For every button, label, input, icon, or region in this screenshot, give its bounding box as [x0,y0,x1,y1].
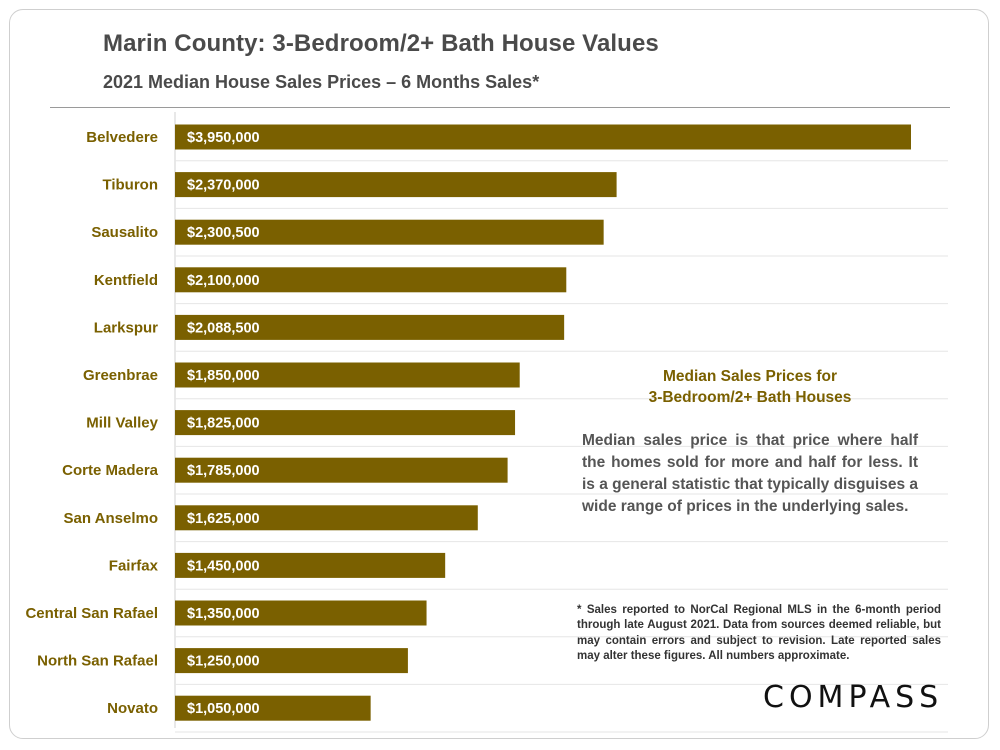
bar [175,410,516,436]
title-divider [50,107,950,108]
category-label: Corte Madera [62,462,159,479]
bar [175,172,617,198]
bar [175,600,427,626]
category-label: Sausalito [91,224,158,241]
category-label: Belvedere [86,129,158,146]
category-label: Greenbrae [83,367,158,384]
bar-value-label: $1,785,000 [187,463,260,479]
bar [175,695,371,721]
bar-value-label: $1,050,000 [187,701,260,717]
category-label: Tiburon [102,177,158,194]
compass-logo: COMPASS [763,680,944,715]
chart-subtitle: 2021 Median House Sales Prices – 6 Month… [103,72,540,92]
bar-value-label: $1,350,000 [187,606,260,622]
bar [175,362,520,388]
category-label: Larkspur [94,319,158,336]
annotation-body: Median sales price is that price where h… [582,432,918,515]
bar-value-label: $3,950,000 [187,130,260,146]
annotation-heading-line1: Median Sales Prices for [662,368,838,385]
bar-value-label: $1,625,000 [187,511,260,527]
bar [175,219,604,245]
category-label: Mill Valley [86,415,158,432]
bar-value-label: $1,850,000 [187,368,260,384]
annotation-heading-line2: 3-Bedroom/2+ Bath Houses [648,389,852,406]
bar-value-label: $2,088,500 [187,320,260,336]
bar [175,505,478,531]
category-label: North San Rafael [37,653,158,670]
bar-value-label: $2,300,500 [187,225,260,241]
footnote: * Sales reported to NorCal Regional MLS … [577,604,941,662]
bar [175,267,567,293]
bar [175,648,408,674]
annotation-heading: Median Sales Prices for 3-Bedroom/2+ Bat… [600,366,900,408]
bar [175,552,446,578]
category-label: Fairfax [109,557,159,574]
bar-value-label: $2,370,000 [187,178,260,194]
category-label: Central San Rafael [25,605,158,622]
category-label: San Anselmo [64,510,158,527]
category-label: Kentfield [94,272,158,289]
bar-value-label: $1,450,000 [187,558,260,574]
chart-title: Marin County: 3-Bedroom/2+ Bath House Va… [103,30,659,57]
bar [175,457,508,483]
bar [175,314,565,340]
bar [175,124,911,150]
bar-value-label: $1,250,000 [187,654,260,670]
bar-value-label: $2,100,000 [187,273,260,289]
category-label: Novato [107,700,158,717]
bar-value-label: $1,825,000 [187,416,260,432]
